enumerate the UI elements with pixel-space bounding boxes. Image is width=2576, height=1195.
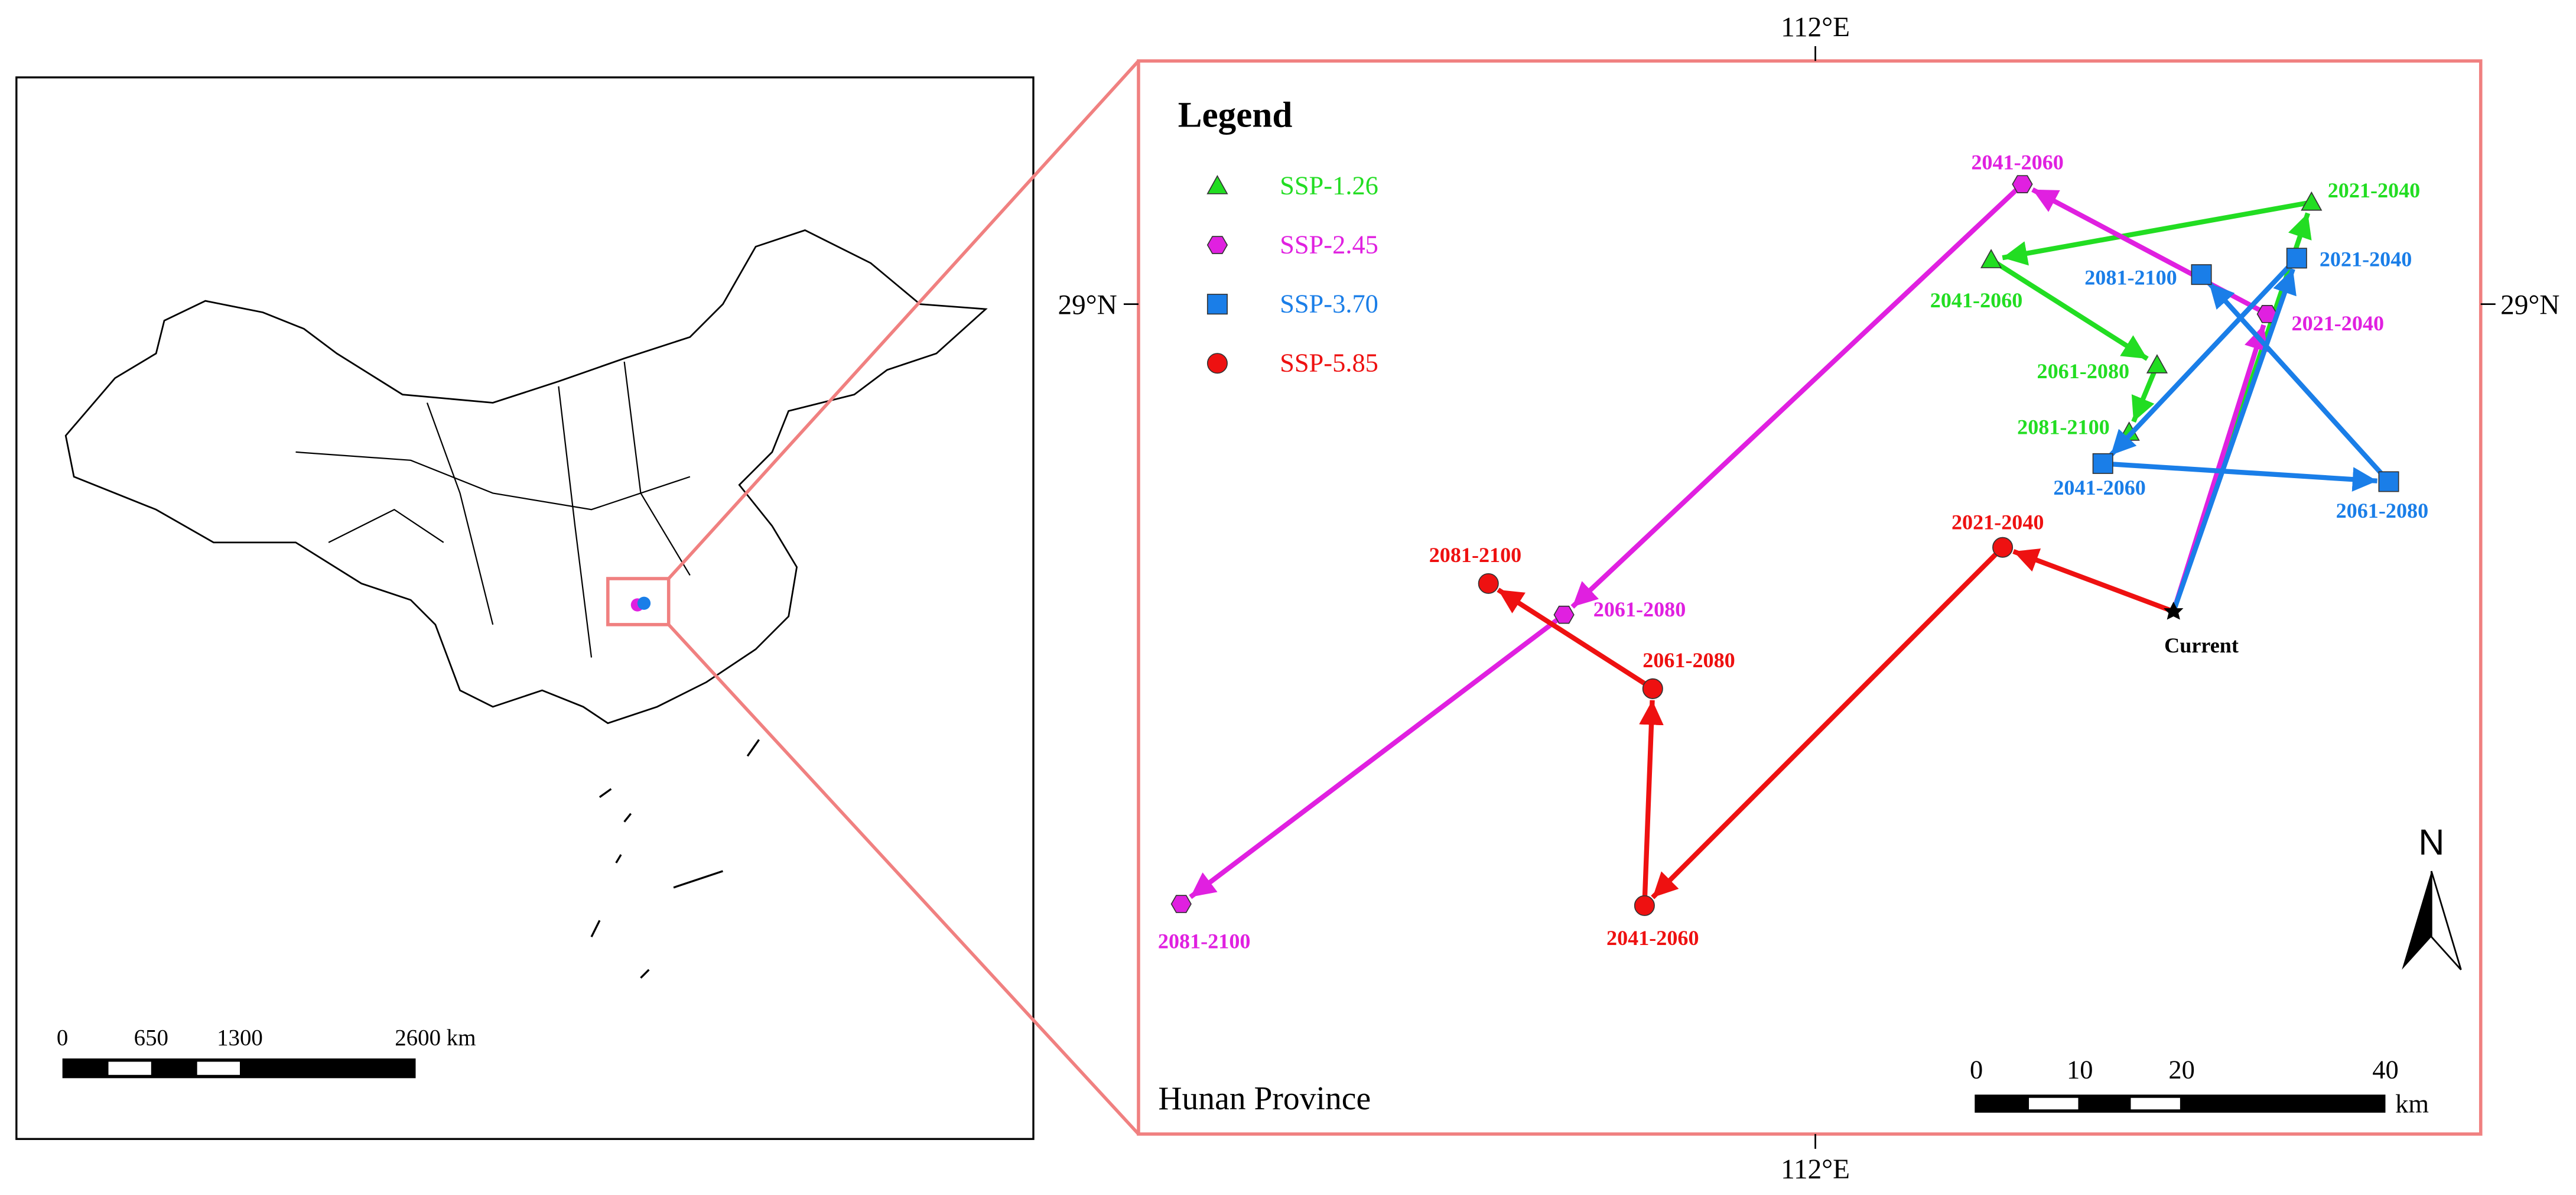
trajectory-arrow bbox=[2012, 548, 2175, 614]
current-label: Current bbox=[2164, 634, 2239, 657]
zoom-box bbox=[606, 577, 671, 626]
marker bbox=[2378, 471, 2399, 492]
period-label: 2061-2080 bbox=[1593, 598, 1686, 621]
marker bbox=[2191, 264, 2212, 285]
legend-label: SSP-5.85 bbox=[1280, 348, 1378, 378]
trajectory-arrow bbox=[1189, 612, 1566, 900]
trajectory-arrow bbox=[2002, 200, 2312, 266]
marker bbox=[1553, 605, 1575, 624]
scale-label: 1300 bbox=[217, 1025, 263, 1051]
legend-title: Legend bbox=[1178, 95, 1293, 135]
main-frame bbox=[1137, 59, 2483, 1136]
marker bbox=[1206, 236, 1228, 254]
period-label: 2041-2060 bbox=[2053, 476, 2146, 499]
north-arrow bbox=[2402, 871, 2462, 970]
legend-label: SSP-3.70 bbox=[1280, 289, 1378, 319]
marker bbox=[2012, 175, 2033, 193]
marker bbox=[1478, 573, 1499, 594]
inset-scale-labels: 0 650 1300 2600 km bbox=[57, 1025, 476, 1051]
current-marker bbox=[2164, 601, 2184, 620]
trajectory-arrow bbox=[1570, 182, 2024, 609]
marker bbox=[1634, 895, 1655, 916]
period-label: 2081-2100 bbox=[1158, 930, 1251, 953]
inset-frame bbox=[15, 76, 1035, 1140]
graticule-ticks bbox=[1123, 46, 2496, 1149]
trajectory-arrow bbox=[1497, 587, 1654, 691]
islands bbox=[590, 739, 760, 979]
period-label: 2041-2060 bbox=[1971, 151, 2064, 174]
period-label: 2061-2080 bbox=[2336, 499, 2429, 522]
trajectory-arrow bbox=[2171, 268, 2297, 613]
scale-unit: km bbox=[2395, 1089, 2429, 1119]
marker bbox=[2286, 248, 2307, 269]
scale-label: 20 bbox=[2168, 1054, 2194, 1084]
trajectory-arrow bbox=[1639, 700, 1664, 906]
north-label: N bbox=[2418, 822, 2444, 862]
trajectory-arrow bbox=[2102, 461, 2377, 492]
main-scale-labels: 0 10 20 40 km bbox=[1970, 1054, 2429, 1118]
period-label: 2041-2060 bbox=[1930, 288, 2023, 312]
scale-label: 0 bbox=[1970, 1054, 1983, 1084]
marker bbox=[2146, 354, 2168, 374]
legend: SSP-1.26 SSP-2.45 SSP-3.70 SSP-5.85 bbox=[1206, 170, 1378, 378]
period-label: 2041-2060 bbox=[1606, 926, 1699, 950]
scale-label: 40 bbox=[2372, 1054, 2398, 1084]
inset-dots bbox=[637, 596, 651, 610]
lat-label: 29°N bbox=[1058, 290, 1117, 320]
zoom-line bbox=[667, 60, 1140, 580]
inset-scale-bar bbox=[62, 1058, 416, 1079]
marker bbox=[1206, 294, 1228, 315]
marker bbox=[1980, 249, 2002, 268]
scale-label: 0 bbox=[57, 1025, 68, 1051]
lon-label: 112°E bbox=[1781, 1154, 1850, 1185]
main-scale-bar bbox=[1975, 1095, 2386, 1113]
scale-label: 10 bbox=[2067, 1054, 2093, 1084]
marker bbox=[1992, 537, 2014, 558]
trajectory-arrow bbox=[2131, 363, 2159, 423]
period-label: 2081-2100 bbox=[1429, 543, 1522, 567]
marker bbox=[1642, 678, 1663, 699]
marker bbox=[2301, 191, 2323, 211]
trajectory-arrow bbox=[2109, 256, 2299, 457]
marker bbox=[1170, 895, 1192, 913]
trajectory-arrow bbox=[2207, 281, 2391, 483]
period-label: 2081-2100 bbox=[2084, 265, 2177, 289]
lat-label: 29°N bbox=[2500, 290, 2559, 320]
period-label: 2081-2100 bbox=[2017, 415, 2110, 439]
marker bbox=[1206, 175, 1228, 194]
marker bbox=[1206, 353, 1228, 374]
china-outline bbox=[64, 229, 988, 725]
legend-label: SSP-1.26 bbox=[1280, 170, 1378, 200]
zoom-line bbox=[667, 623, 1140, 1135]
trajectory-arrow bbox=[1989, 258, 2149, 361]
legend-label: SSP-2.45 bbox=[1280, 229, 1378, 259]
province-borders bbox=[295, 361, 691, 658]
period-label: 2021-2040 bbox=[1951, 511, 2044, 534]
trajectory-arrow bbox=[1651, 545, 2005, 900]
period-label: 2021-2040 bbox=[2328, 178, 2421, 202]
region-label: Hunan Province bbox=[1158, 1080, 1371, 1117]
lon-label: 112°E bbox=[1781, 12, 1850, 43]
period-label: 2061-2080 bbox=[2037, 359, 2130, 383]
period-label: 2021-2040 bbox=[2320, 248, 2412, 271]
period-label: 2021-2040 bbox=[2292, 311, 2385, 335]
marker bbox=[2092, 453, 2113, 474]
scale-label: 650 bbox=[134, 1025, 168, 1051]
trajectories: 2021-2040 2041-2060 2061-2080 2081-2100 2021… bbox=[1158, 151, 2428, 953]
period-label: 2061-2080 bbox=[1642, 648, 1735, 672]
scale-label: 2600 km bbox=[395, 1025, 476, 1051]
